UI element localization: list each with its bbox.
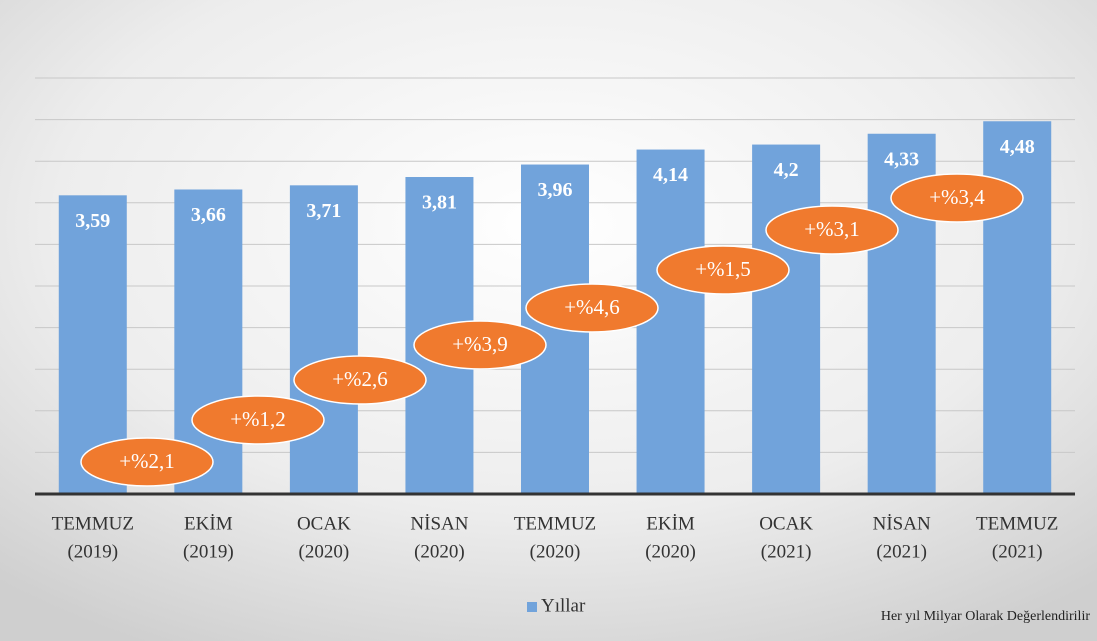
x-tick-label: OCAK (297, 513, 351, 534)
x-tick-label: TEMMUZ (514, 513, 596, 534)
annotation: +%3,4 (929, 185, 985, 209)
annotation-bubble (413, 320, 547, 370)
x-tick-label: (2021) (761, 541, 812, 562)
value-label: 3,59 (75, 210, 110, 232)
x-tick-label: (2020) (530, 541, 581, 562)
value-label: 4,14 (653, 164, 688, 186)
bar (752, 144, 821, 494)
annotation-bubble (293, 355, 427, 405)
value-label: 3,96 (538, 179, 573, 201)
x-tick-label: (2021) (992, 541, 1043, 562)
annotation: +%3,1 (804, 217, 860, 241)
value-label: 3,81 (422, 192, 457, 214)
value-label: 4,2 (774, 159, 799, 181)
x-tick-label: OCAK (759, 513, 813, 534)
annotation-bubble (890, 173, 1024, 223)
x-tick-label: (2019) (183, 541, 234, 562)
x-tick-label: (2021) (876, 541, 927, 562)
annotation-bubble (525, 283, 659, 333)
bar (289, 185, 358, 494)
annotation: +%4,6 (564, 295, 620, 319)
legend-label: Yıllar (541, 595, 586, 616)
x-tick-label: (2020) (414, 541, 465, 562)
annotation-bubble (191, 395, 325, 445)
annotation: +%2,1 (119, 449, 175, 473)
annotation-bubble (656, 245, 790, 295)
x-tick-label: NİSAN (873, 513, 931, 534)
legend-swatch (527, 602, 537, 612)
value-label: 4,33 (884, 148, 919, 170)
value-label: 3,71 (306, 200, 341, 222)
x-tick-label: (2020) (645, 541, 696, 562)
x-tick-label: TEMMUZ (52, 513, 134, 534)
x-tick-label: (2019) (67, 541, 118, 562)
annotation: +%1,2 (230, 407, 286, 431)
bar (636, 149, 705, 494)
annotation: +%1,5 (695, 257, 751, 281)
annotation: +%3,9 (452, 332, 508, 356)
annotation: +%2,6 (332, 367, 388, 391)
annotation-bubble (80, 437, 214, 487)
x-tick-label: EKİM (184, 513, 233, 534)
footnote: Her yıl Milyar Olarak Değerlendirilir (881, 609, 1090, 624)
annotation-bubble (765, 205, 899, 255)
value-label: 3,66 (191, 204, 226, 226)
x-tick-label: EKİM (646, 513, 695, 534)
x-tick-label: TEMMUZ (976, 513, 1058, 534)
x-tick-label: NİSAN (410, 513, 468, 534)
x-tick-label: (2020) (299, 541, 350, 562)
value-label: 4,48 (1000, 136, 1035, 158)
